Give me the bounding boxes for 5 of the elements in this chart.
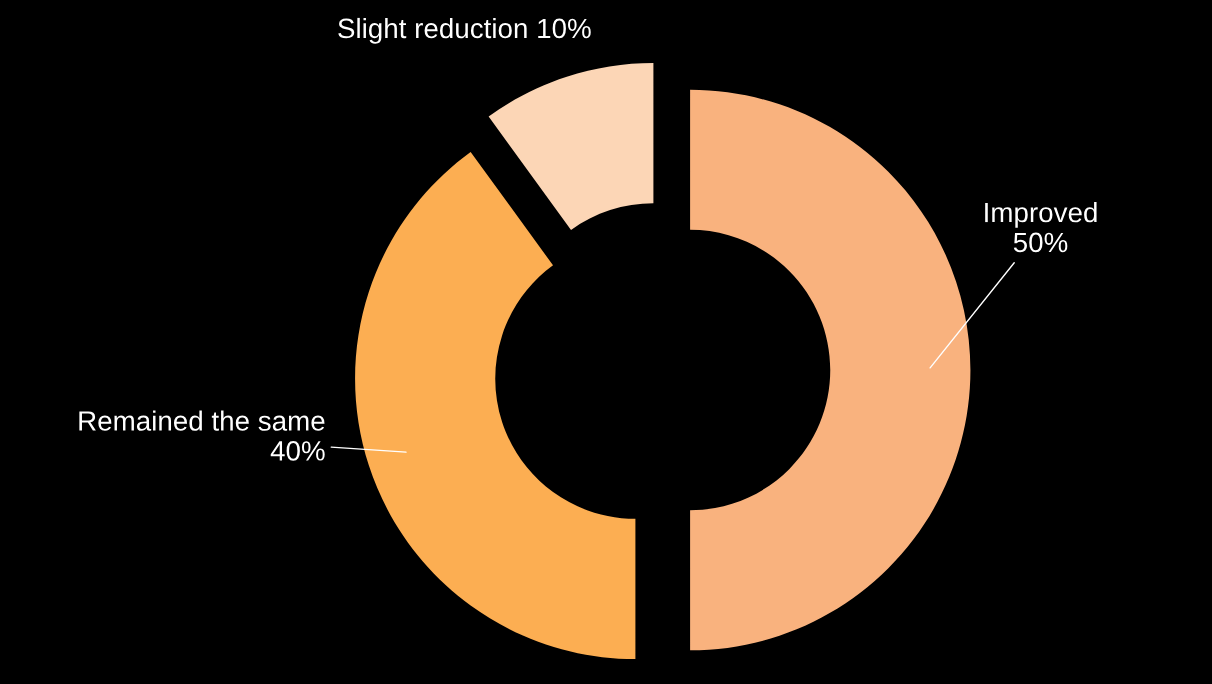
slice-label: Remained the same (79, 410, 325, 431)
slice-label: Slight reduction 10% (338, 17, 591, 44)
data-label: 50% (1013, 232, 1068, 253)
slice-label: Improved (985, 201, 1097, 228)
data-label: 40% (270, 441, 325, 461)
